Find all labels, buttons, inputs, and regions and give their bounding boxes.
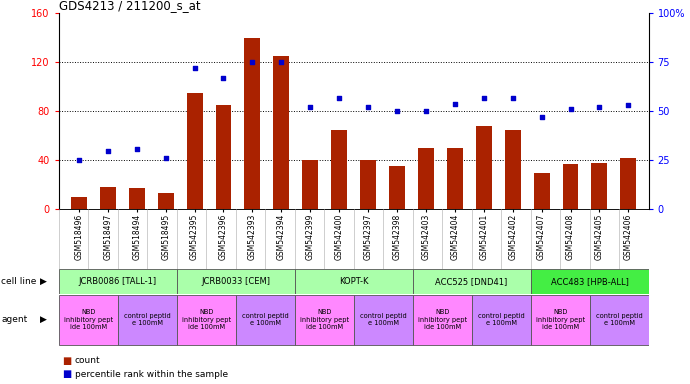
Point bbox=[334, 94, 345, 101]
Text: count: count bbox=[75, 356, 100, 366]
Text: ACC483 [HPB-ALL]: ACC483 [HPB-ALL] bbox=[551, 277, 629, 286]
Text: ■: ■ bbox=[62, 369, 71, 379]
Bar bbox=[177, 295, 235, 344]
Point bbox=[420, 108, 431, 114]
Text: NBD
inhibitory pept
ide 100mM: NBD inhibitory pept ide 100mM bbox=[181, 309, 230, 330]
Text: NBD
inhibitory pept
ide 100mM: NBD inhibitory pept ide 100mM bbox=[535, 309, 584, 330]
Point bbox=[391, 108, 402, 114]
Text: NBD
inhibitory pept
ide 100mM: NBD inhibitory pept ide 100mM bbox=[299, 309, 348, 330]
Point bbox=[189, 65, 200, 71]
Text: GDS4213 / 211200_s_at: GDS4213 / 211200_s_at bbox=[59, 0, 200, 12]
Point bbox=[247, 59, 258, 65]
Bar bbox=[418, 148, 434, 209]
Point bbox=[507, 94, 518, 101]
Point bbox=[102, 147, 113, 154]
Text: cell line: cell line bbox=[1, 277, 37, 286]
Bar bbox=[413, 269, 531, 294]
Bar bbox=[158, 194, 174, 209]
Bar bbox=[177, 269, 295, 294]
Bar bbox=[244, 38, 260, 209]
Text: JCRB0033 [CEM]: JCRB0033 [CEM] bbox=[201, 277, 270, 286]
Bar bbox=[531, 269, 649, 294]
Bar bbox=[413, 295, 472, 344]
Point bbox=[305, 104, 316, 111]
Point bbox=[536, 114, 547, 120]
Text: NBD
inhibitory pept
ide 100mM: NBD inhibitory pept ide 100mM bbox=[417, 309, 466, 330]
Bar bbox=[389, 166, 405, 209]
Bar bbox=[331, 130, 347, 209]
Bar bbox=[533, 172, 549, 209]
Point bbox=[131, 146, 142, 152]
Bar bbox=[353, 295, 413, 344]
Bar bbox=[620, 158, 636, 209]
Text: ACC525 [DND41]: ACC525 [DND41] bbox=[435, 277, 508, 286]
Text: NBD
inhibitory pept
ide 100mM: NBD inhibitory pept ide 100mM bbox=[63, 309, 112, 330]
Bar bbox=[504, 130, 521, 209]
Bar bbox=[295, 269, 413, 294]
Text: control peptid
e 100mM: control peptid e 100mM bbox=[359, 313, 406, 326]
Bar bbox=[71, 197, 87, 209]
Bar bbox=[117, 295, 177, 344]
Point bbox=[449, 101, 460, 107]
Bar bbox=[215, 105, 231, 209]
Text: ■: ■ bbox=[62, 356, 71, 366]
Text: JCRB0086 [TALL-1]: JCRB0086 [TALL-1] bbox=[79, 277, 157, 286]
Point bbox=[73, 157, 84, 164]
Text: control peptid
e 100mM: control peptid e 100mM bbox=[124, 313, 170, 326]
Point bbox=[276, 59, 287, 65]
Bar bbox=[186, 93, 203, 209]
Bar bbox=[360, 161, 376, 209]
Bar bbox=[59, 269, 177, 294]
Text: KOPT-K: KOPT-K bbox=[339, 277, 368, 286]
Bar bbox=[589, 295, 649, 344]
Text: ▶: ▶ bbox=[40, 277, 47, 286]
Bar bbox=[100, 187, 116, 209]
Point bbox=[565, 106, 576, 113]
Point bbox=[623, 103, 634, 109]
Text: control peptid
e 100mM: control peptid e 100mM bbox=[595, 313, 642, 326]
Point bbox=[362, 104, 373, 111]
Point bbox=[218, 75, 229, 81]
Bar bbox=[59, 295, 117, 344]
Text: agent: agent bbox=[1, 315, 28, 324]
Bar bbox=[562, 164, 578, 209]
Bar bbox=[447, 148, 463, 209]
Text: ▶: ▶ bbox=[40, 315, 47, 324]
Bar bbox=[302, 161, 318, 209]
Bar bbox=[591, 163, 607, 209]
Bar bbox=[273, 56, 289, 209]
Bar bbox=[531, 295, 589, 344]
Bar bbox=[129, 189, 145, 209]
Bar bbox=[476, 126, 492, 209]
Point bbox=[594, 104, 605, 111]
Bar bbox=[472, 295, 531, 344]
Point bbox=[160, 155, 171, 161]
Bar bbox=[235, 295, 295, 344]
Text: percentile rank within the sample: percentile rank within the sample bbox=[75, 370, 228, 379]
Point bbox=[478, 94, 489, 101]
Text: control peptid
e 100mM: control peptid e 100mM bbox=[477, 313, 524, 326]
Bar bbox=[295, 295, 353, 344]
Text: control peptid
e 100mM: control peptid e 100mM bbox=[241, 313, 288, 326]
